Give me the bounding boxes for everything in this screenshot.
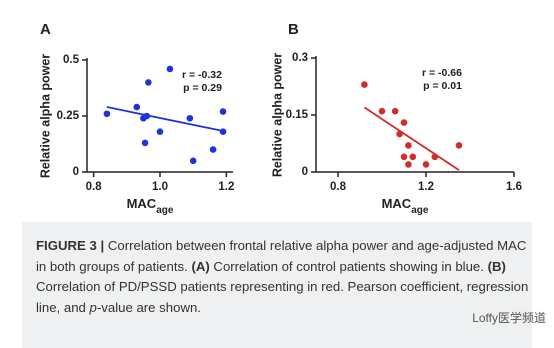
caption-segment: Correlation of control patients showing … <box>209 258 488 274</box>
data-point <box>145 79 152 86</box>
annotation: r = -0.66 <box>422 67 462 79</box>
panel-letter: B <box>288 21 299 38</box>
caption-segment: (A) <box>191 258 210 274</box>
data-point <box>391 107 399 115</box>
data-point <box>141 139 149 147</box>
data-point <box>166 65 174 73</box>
data-point <box>156 128 164 135</box>
caption-segment: FIGURE 3 | <box>36 238 105 253</box>
data-point <box>143 112 151 120</box>
x-tick-label: 1.2 <box>218 181 234 193</box>
data-point <box>422 161 430 168</box>
data-point <box>219 108 227 115</box>
y-tick-label: 0.15 <box>286 109 309 121</box>
data-point <box>400 153 408 161</box>
x-axis-label-sub: age <box>156 205 174 216</box>
data-point <box>405 161 412 168</box>
y-tick-label: 0.3 <box>292 52 308 64</box>
x-axis-label-sub: age <box>411 205 429 216</box>
regression-line <box>106 106 227 133</box>
y-tick-label: 0.5 <box>63 54 80 66</box>
data-point <box>219 128 227 135</box>
annotation: r = -0.32 <box>182 69 222 81</box>
data-point <box>455 142 463 149</box>
caption-segment: -value are shown. <box>96 299 201 315</box>
data-point <box>400 119 408 126</box>
data-point <box>209 146 217 153</box>
annotation: p = 0.29 <box>183 82 222 94</box>
x-tick-label: 1.2 <box>418 181 434 193</box>
caption: FIGURE 3 | Correlation between frontal r… <box>22 222 532 348</box>
x-tick-label: 1.0 <box>152 181 168 193</box>
x-axis-label: MACage <box>127 196 174 215</box>
caption-segment: p <box>89 299 97 315</box>
data-point <box>405 142 412 149</box>
x-axis-label-main: MAC <box>382 196 412 211</box>
data-point <box>186 114 194 122</box>
data-point <box>361 81 368 88</box>
data-point <box>189 157 197 165</box>
panel-letter: A <box>40 21 51 38</box>
data-point <box>103 110 111 118</box>
x-axis-label-main: MAC <box>127 196 157 211</box>
x-tick-label: 1.6 <box>506 181 522 193</box>
charts: A 0 0.25 0.5 0.8 1.0 1.2 Relative alpha power MA… <box>38 21 522 216</box>
caption-segment: Correlation between frontal relative alp… <box>36 238 527 274</box>
x-tick-label: 0.8 <box>86 181 103 193</box>
caption-segment: Correlation of PD/PSSD patients represen… <box>36 279 529 315</box>
x-axis-label: MACage <box>382 196 429 215</box>
data-point <box>431 153 439 161</box>
regression-line <box>363 106 460 171</box>
data-point <box>409 153 417 161</box>
y-tick-label: 0 <box>73 166 79 178</box>
data-point <box>378 107 386 115</box>
y-axis-label: Relative alpha power <box>38 54 52 178</box>
data-point <box>396 130 403 138</box>
annotation: p = 0.01 <box>423 80 462 92</box>
figure: A 0 0.25 0.5 0.8 1.0 1.2 Relative alpha power MA… <box>22 21 546 348</box>
y-axis-label: Relative alpha power <box>270 53 284 177</box>
y-tick-label: 0.25 <box>57 110 80 122</box>
watermark: Loffy医学频道 <box>472 311 546 325</box>
data-point <box>133 103 141 111</box>
y-tick-label: 0 <box>302 166 308 178</box>
x-tick-label: 0.8 <box>330 181 347 193</box>
caption-segment: (B) <box>487 258 506 274</box>
